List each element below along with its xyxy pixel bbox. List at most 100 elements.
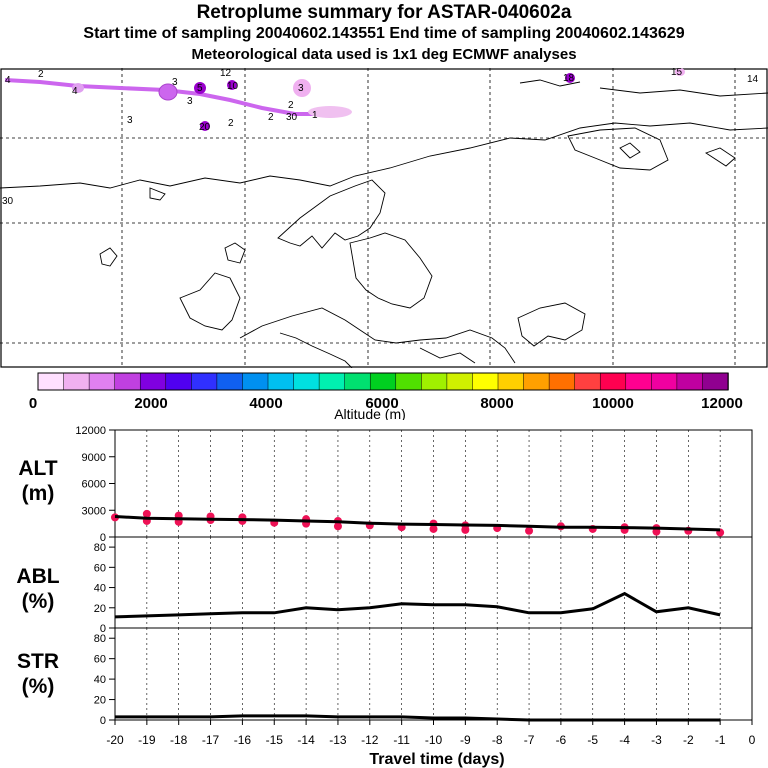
- x-tick-label: -10: [425, 733, 443, 747]
- x-tick-label: -4: [619, 733, 630, 747]
- abl-series: [114, 591, 721, 619]
- y-tick-label: 20: [94, 603, 106, 615]
- colorbar-tick: 12000: [701, 395, 743, 412]
- plume-cluster-marker: [227, 80, 237, 90]
- y-tick-label: 0: [100, 715, 106, 727]
- colorbar-tick: 2000: [134, 395, 167, 412]
- colorbar-swatch: [344, 372, 371, 391]
- alt-ylabel: ALT: [18, 457, 57, 480]
- y-tick-label: 9000: [82, 452, 106, 464]
- x-tick-label: -2: [683, 733, 694, 747]
- colorbar-tick: 6000: [365, 395, 398, 412]
- colorbar-swatches: [37, 372, 729, 391]
- colorbar-swatch: [293, 372, 320, 391]
- x-tick-label: -8: [492, 733, 503, 747]
- plume-cluster-marker: [194, 82, 206, 94]
- colorbar-tick-labels: 0 2000 4000 6000 8000 10000 12000: [29, 395, 743, 412]
- day-marker: 4: [72, 86, 78, 97]
- y-tick-label: 0: [100, 623, 106, 635]
- colorbar-swatch: [702, 372, 729, 391]
- y-tick-label: 12000: [75, 425, 106, 437]
- plume-cluster-marker: [293, 79, 311, 97]
- day-marker: 2: [288, 100, 294, 111]
- x-tick-label: -17: [202, 733, 220, 747]
- altitude-colorbar: 0 2000 4000 6000 8000 10000 12000 Altitu…: [29, 372, 743, 420]
- alt-series: [111, 509, 725, 537]
- y-tick-label: 60: [94, 562, 106, 574]
- colorbar-swatch: [472, 372, 499, 391]
- x-tick-label: -6: [556, 733, 567, 747]
- colorbar-swatch: [625, 372, 653, 391]
- x-tick-label: -7: [524, 733, 535, 747]
- abl-panel: ABL (%) 80 60 40 20 0: [16, 536, 753, 635]
- str-ylabel-unit: (%): [22, 675, 55, 698]
- colorbar-label: Altitude (m): [334, 406, 406, 420]
- retroplume-map: 4 2 4 3 5 3 12 10 3 2 3 2 1 18 15 14 30 …: [0, 68, 768, 368]
- met-data-note: Meteorological data used is 1x1 deg ECMW…: [191, 46, 577, 63]
- plume-cluster-marker: [565, 73, 575, 83]
- colorbar-tick: 10000: [592, 395, 634, 412]
- x-tick-label: -5: [587, 733, 598, 747]
- y-tick-label: 20: [94, 695, 106, 707]
- x-tick-label: -14: [297, 733, 315, 747]
- x-tick-label: -18: [170, 733, 188, 747]
- day-marker: 30: [2, 196, 14, 207]
- day-marker: 5: [197, 83, 203, 94]
- alt-ylabel-unit: (m): [22, 482, 55, 505]
- alt-panel: ALT (m) 12000 9000 6000 3000 0: [18, 425, 753, 544]
- chart-title: Retroplume summary for ASTAR-040602a: [196, 2, 572, 23]
- y-tick-label: 40: [94, 674, 106, 686]
- abl-ylabel: ABL: [16, 565, 59, 588]
- x-tick-label: -16: [234, 733, 252, 747]
- str-series: [115, 714, 721, 722]
- day-marker-labels: 4 2 4 3 5 3 12 10 3 2 3 2 1 18 15 14 30 …: [2, 68, 759, 207]
- colorbar-swatch: [574, 372, 601, 391]
- x-tick-label: -11: [393, 733, 410, 747]
- colorbar-swatch: [114, 372, 141, 391]
- colorbar-swatch: [421, 372, 448, 391]
- colorbar-swatch: [63, 372, 90, 391]
- x-tick-label: -1: [715, 733, 726, 747]
- day-marker: 30: [286, 112, 298, 123]
- colorbar-tick: 0: [29, 395, 37, 412]
- plume-cluster-marker: [72, 83, 84, 93]
- day-marker: 4: [5, 75, 11, 86]
- day-marker: 1: [312, 110, 318, 121]
- series-line: [114, 591, 721, 619]
- y-tick-label: 0: [100, 532, 106, 544]
- x-axis-label: Travel time (days): [369, 751, 504, 768]
- day-marker: 20: [199, 122, 211, 133]
- colorbar-swatch: [523, 372, 550, 391]
- y-tick-label: 3000: [82, 505, 106, 517]
- plume-cluster-marker: [200, 121, 210, 131]
- x-tick-label: -3: [651, 733, 662, 747]
- str-ylabel: STR: [17, 650, 59, 673]
- day-marker: 2: [38, 69, 44, 80]
- colorbar-swatch: [139, 372, 167, 391]
- y-tick-label: 80: [94, 542, 106, 554]
- series-line: [114, 515, 721, 532]
- day-marker: 14: [747, 74, 759, 85]
- y-tick-label: 40: [94, 583, 106, 595]
- x-tick-label: -13: [329, 733, 347, 747]
- day-marker: 2: [228, 118, 234, 129]
- colorbar-swatch: [216, 372, 244, 391]
- y-tick-label: 60: [94, 654, 106, 666]
- colorbar-swatch: [369, 372, 397, 391]
- day-marker: 12: [220, 68, 232, 79]
- str-panel: STR (%) 80 60 40 20 0: [17, 627, 753, 727]
- x-tick-label: -9: [460, 733, 471, 747]
- colorbar-swatch: [88, 372, 116, 391]
- str-gridlines: [146, 628, 721, 720]
- y-tick-label: 6000: [82, 479, 106, 491]
- colorbar-swatch: [165, 372, 193, 391]
- x-tick-label: -19: [138, 733, 156, 747]
- sampling-times: Start time of sampling 20040602.143551 E…: [83, 25, 685, 42]
- x-tick-label: -12: [361, 733, 379, 747]
- colorbar-swatch: [267, 372, 295, 391]
- day-marker: 3: [127, 115, 133, 126]
- plume-cluster-marker: [675, 68, 685, 76]
- colorbar-tick: 8000: [480, 395, 513, 412]
- colorbar-swatch: [318, 372, 346, 391]
